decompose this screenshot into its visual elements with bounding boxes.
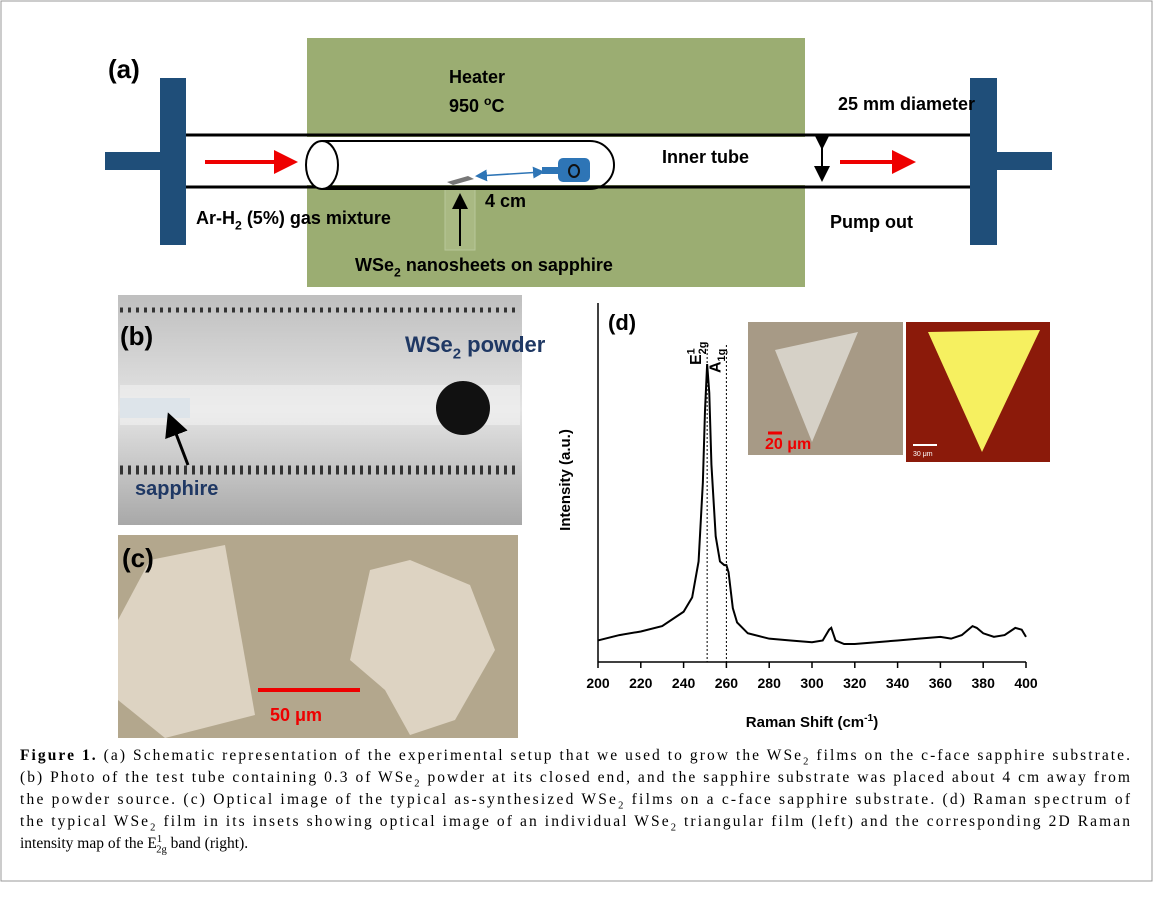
- text-segment: 2: [671, 823, 676, 834]
- text-segment: (b) Photo of the test tube containing 0.…: [20, 769, 412, 786]
- text-segment: films on a c-face sapphire substrate. (d…: [626, 791, 1131, 808]
- x-tick-label: 320: [843, 675, 867, 691]
- text-segment: 2: [803, 757, 808, 768]
- page: 200 220 240 260 280 300 320 340 360 380 400 (a) Hea…: [0, 0, 1153, 904]
- panel-label: (b): [120, 321, 153, 351]
- sapphire-photo: [120, 398, 190, 418]
- text-segment: WSe: [355, 255, 394, 275]
- text-segment: powder at its closed end, and the sapphi…: [422, 769, 1130, 786]
- text-segment: triangular film (left) and the correspon…: [678, 813, 1130, 830]
- pump-label: Pump out: [830, 212, 913, 232]
- temperature-label: 950 oC: [449, 94, 505, 116]
- x-tick-label: 400: [1014, 675, 1038, 691]
- distance-label: 4 cm: [485, 191, 526, 211]
- powder-boat: [558, 158, 590, 182]
- y-axis-label: Intensity (a.u.): [557, 429, 574, 531]
- x-tick-label: 260: [715, 675, 739, 691]
- text-segment: 2g: [697, 342, 709, 355]
- tube-opening: [306, 141, 338, 189]
- text-segment: 1: [686, 348, 698, 354]
- text-segment: 950: [449, 96, 484, 116]
- peak-label: E12g: [686, 342, 709, 365]
- text-segment: the typical WSe: [20, 813, 148, 830]
- text-segment: E: [688, 354, 705, 365]
- text-segment: nanosheets on sapphire: [401, 255, 613, 275]
- text-segment: Raman Shift (cm: [746, 714, 864, 731]
- flange: [105, 152, 160, 170]
- caption-line: the powder source. (c) Optical image of …: [20, 791, 1131, 812]
- caption-line: Figure 1. (a) Schematic representation o…: [20, 747, 1130, 768]
- text-segment: C: [492, 96, 505, 116]
- panel-label: (d): [608, 310, 636, 335]
- text-segment: (5%) gas mixture: [242, 208, 391, 228]
- text-segment: 2: [150, 823, 155, 834]
- flange: [997, 152, 1052, 170]
- panel-label: (c): [122, 543, 154, 573]
- flange: [160, 78, 186, 245]
- heater-label: Heater: [449, 67, 505, 87]
- powder-photo: [436, 381, 490, 435]
- powder-boat: [542, 167, 560, 174]
- text-segment: 2: [414, 779, 419, 790]
- x-axis-label: Raman Shift (cm-1): [746, 713, 878, 731]
- text-segment: intensity map of the E: [20, 835, 157, 852]
- text-segment: Ar-H: [196, 208, 235, 228]
- caption-line: (b) Photo of the test tube containing 0.…: [20, 769, 1130, 790]
- x-tick-label: 340: [886, 675, 910, 691]
- x-tick-label: 240: [672, 675, 696, 691]
- x-tick-label: 280: [758, 675, 782, 691]
- diameter-label: 25 mm diameter: [838, 94, 975, 114]
- x-tick-label: 300: [800, 675, 824, 691]
- text-segment: powder: [461, 332, 546, 357]
- text-segment: o: [484, 94, 491, 108]
- scale-label: 30 μm: [913, 451, 933, 458]
- text-segment: 1: [157, 834, 162, 845]
- text-segment: 2: [453, 346, 461, 363]
- scale-label: 20 μm: [765, 436, 811, 453]
- x-tick-label: 200: [586, 675, 610, 691]
- scale-label: 50 μm: [270, 705, 322, 725]
- text-segment: WSe: [405, 332, 453, 357]
- peak-label: A1g: [707, 349, 728, 373]
- text-segment: ): [873, 714, 878, 731]
- text-segment: 1g: [716, 349, 728, 362]
- text-segment: films on the c-face sapphire substrate.: [810, 747, 1130, 764]
- panel-label: (a): [108, 54, 140, 84]
- text-segment: A: [707, 361, 724, 373]
- figure: 200 220 240 260 280 300 320 340 360 380 400 (a) Hea…: [0, 0, 1153, 904]
- x-tick-label: 220: [629, 675, 653, 691]
- text-segment: (a) Schematic representation of the expe…: [98, 747, 801, 764]
- x-tick-label: 380: [972, 675, 996, 691]
- text-segment: 2: [618, 801, 623, 812]
- text-segment: Figure 1.: [20, 747, 96, 764]
- substrate-label: sapphire: [135, 478, 218, 500]
- text-segment: -1: [864, 713, 873, 724]
- text-segment: the powder source. (c) Optical image of …: [20, 791, 616, 808]
- x-tick-label: 360: [929, 675, 953, 691]
- text-segment: film in its insets showing optical image…: [158, 813, 669, 830]
- text-segment: band (right).: [167, 835, 248, 852]
- inner-tube-label: Inner tube: [662, 147, 749, 167]
